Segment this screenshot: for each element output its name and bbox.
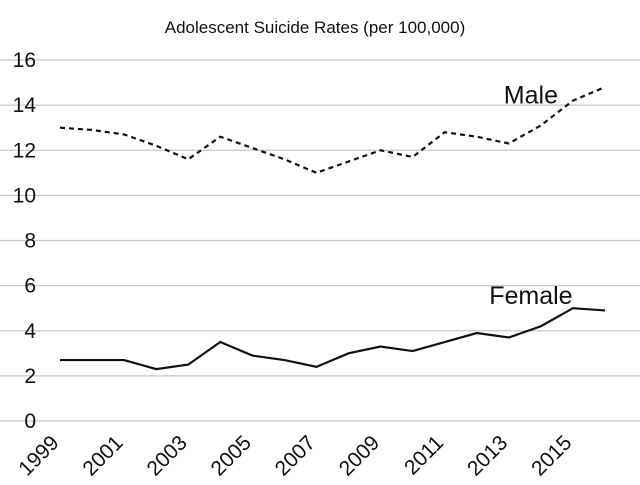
y-tick-label: 0 xyxy=(24,410,36,433)
x-tick-label: 1999 xyxy=(14,431,63,480)
y-tick-label: 8 xyxy=(24,230,36,253)
y-tick-label: 6 xyxy=(24,275,36,298)
x-tick-label: 2011 xyxy=(400,431,448,479)
x-tick-label: 2009 xyxy=(335,431,384,480)
y-tick-label: 10 xyxy=(13,184,36,207)
series-line-female xyxy=(60,307,606,371)
x-tick-label: 2007 xyxy=(271,431,320,480)
x-tick-label: 2005 xyxy=(207,431,256,480)
y-tick-label: 4 xyxy=(24,320,36,343)
y-tick-label: 2 xyxy=(24,365,36,388)
y-tick-label: 16 xyxy=(13,49,36,72)
series-label-female: Female xyxy=(489,282,572,310)
chart-title: Adolescent Suicide Rates (per 100,000) xyxy=(165,18,466,37)
y-axis-ticks: 0 2 4 6 8 10 12 14 16 xyxy=(13,49,37,433)
x-tick-label: 2001 xyxy=(78,431,127,480)
series-labels: Male Female xyxy=(489,81,572,310)
x-tick-label: 2003 xyxy=(142,431,191,480)
gridlines xyxy=(0,59,640,422)
y-tick-label: 12 xyxy=(13,139,36,162)
series-lines xyxy=(59,86,606,371)
series-label-male: Male xyxy=(504,81,558,109)
series-line-male xyxy=(59,86,606,174)
x-axis-ticks: 1999 2001 2003 2005 2007 2009 2011 2013 2015 xyxy=(14,431,576,480)
x-tick-label: 2013 xyxy=(463,431,512,480)
y-tick-label: 14 xyxy=(13,94,37,117)
x-tick-label: 2015 xyxy=(527,431,576,480)
